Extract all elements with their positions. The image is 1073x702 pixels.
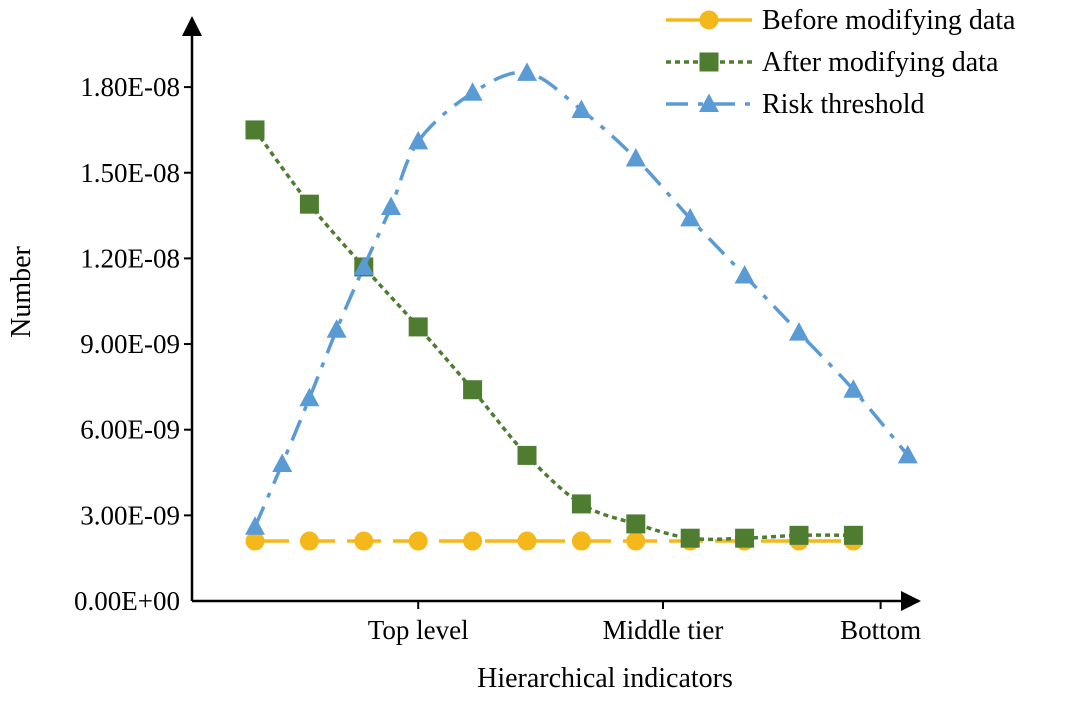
x-axis-title: Hierarchical indicators	[477, 663, 733, 694]
legend-swatch-marker	[699, 93, 719, 112]
data-point	[381, 196, 401, 216]
data-point	[463, 380, 483, 400]
data-point	[517, 445, 537, 465]
data-point	[735, 528, 755, 548]
data-point	[571, 494, 591, 514]
y-tick-label: 1.20E-08	[80, 243, 180, 273]
data-point	[299, 387, 320, 407]
data-point	[843, 525, 863, 545]
legend-entry: Before modifying data	[666, 5, 1016, 36]
data-point	[245, 531, 265, 551]
data-point	[789, 322, 809, 341]
series-line	[253, 70, 910, 528]
legend-label: Before modifying data	[762, 5, 1016, 36]
data-point	[680, 528, 700, 548]
data-point	[245, 516, 265, 535]
data-point	[408, 531, 428, 551]
data-point	[299, 194, 319, 214]
data-point	[897, 444, 918, 464]
data-point	[734, 265, 755, 284]
y-tick-label: 0.00E+00	[74, 586, 180, 616]
series-circle	[245, 531, 863, 551]
y-tick-label: 1.80E-08	[80, 72, 180, 102]
data-point	[245, 120, 265, 140]
legend-entry: Risk threshold	[666, 89, 925, 120]
data-point	[408, 130, 429, 150]
data-point	[408, 317, 428, 337]
data-point	[272, 453, 293, 472]
data-point	[789, 525, 809, 545]
data-point	[354, 531, 374, 551]
series-square	[245, 120, 863, 548]
data-point	[626, 514, 646, 534]
data-point	[517, 62, 537, 81]
y-tick-label: 1.50E-08	[80, 158, 180, 188]
data-point	[843, 379, 864, 398]
data-point	[463, 531, 483, 551]
data-point	[626, 531, 646, 551]
x-tick-label: Bottom	[840, 615, 921, 645]
data-point	[571, 99, 592, 118]
data-point	[299, 531, 319, 551]
legend-swatch-marker	[699, 10, 719, 30]
legend-entry: After modifying data	[666, 47, 999, 78]
data-point	[625, 147, 646, 167]
data-point	[680, 207, 701, 227]
legend-swatch-marker	[699, 52, 719, 72]
legend-label: After modifying data	[762, 47, 999, 78]
y-tick-label: 6.00E-09	[80, 415, 180, 445]
legend-label: Risk threshold	[762, 89, 925, 120]
x-tick-label: Top level	[368, 615, 469, 645]
y-axis-title: Number	[6, 245, 37, 337]
y-tick-label: 3.00E-09	[80, 500, 180, 530]
data-point	[326, 319, 347, 338]
series-triangle	[245, 62, 918, 535]
data-point	[462, 82, 483, 101]
data-point	[571, 531, 591, 551]
data-point	[517, 531, 537, 551]
data-point	[353, 256, 374, 275]
y-tick-label: 9.00E-09	[80, 329, 180, 359]
x-tick-label: Middle tier	[603, 615, 724, 645]
